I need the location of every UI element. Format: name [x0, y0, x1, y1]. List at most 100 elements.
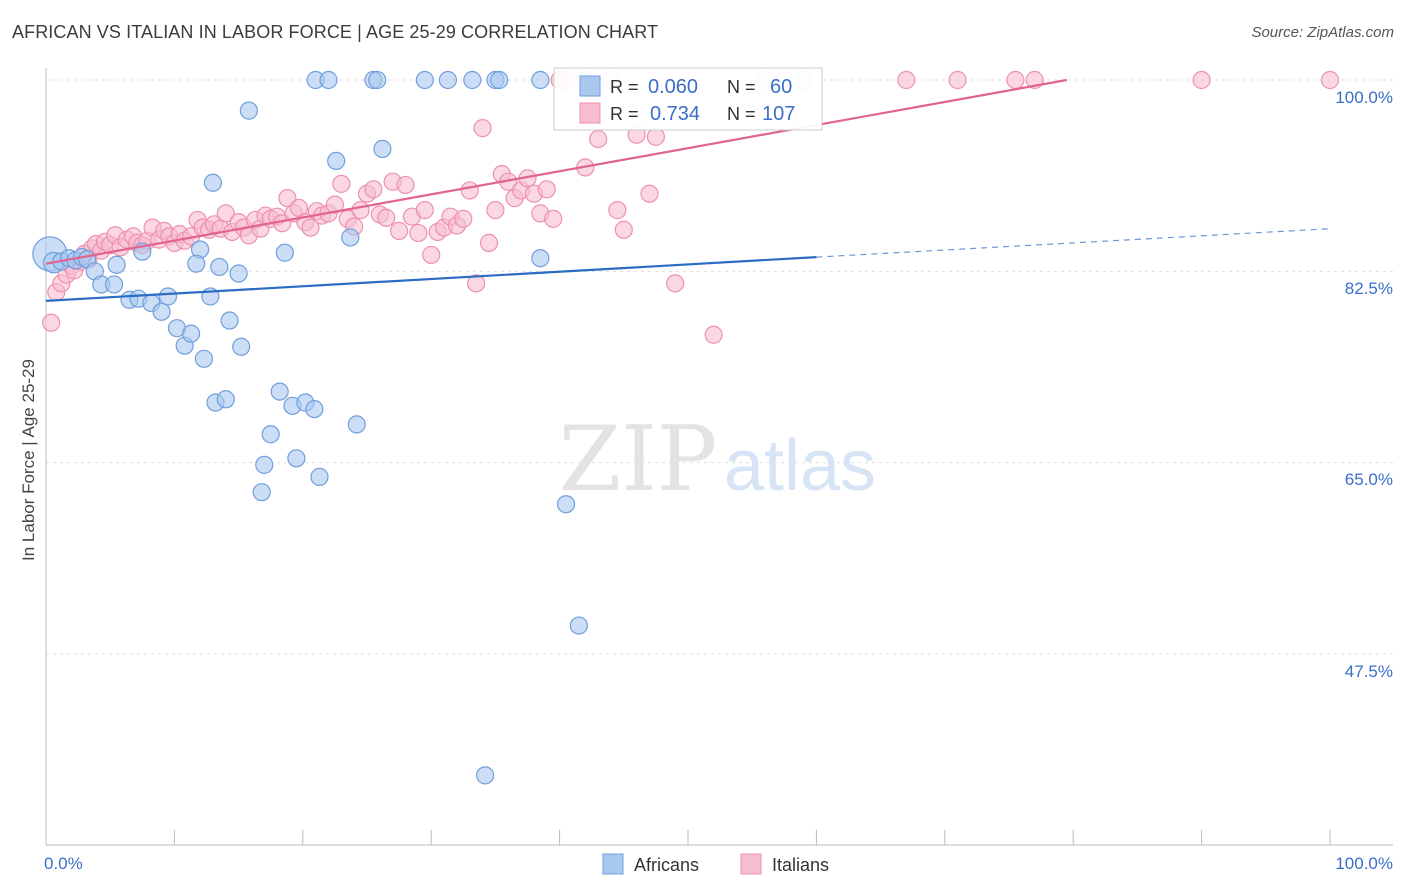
point-italians [42, 313, 61, 332]
point-italians [216, 204, 235, 223]
legend-bottom-label-italians: Italians [772, 855, 829, 875]
point-italians [1006, 70, 1025, 90]
point-africans [252, 483, 271, 502]
point-africans [104, 275, 124, 294]
trendline-africans [45, 256, 817, 302]
point-africans [203, 173, 223, 192]
point-italians [396, 175, 415, 195]
label-layer: 47.5% 65.0% 82.5% 100.0% 0.0% 100.0% In Labor … [19, 88, 1393, 873]
legend-n-label-africans: N = [727, 77, 756, 97]
point-africans [210, 257, 229, 277]
legend-r-value-africans: 0.060 [648, 76, 698, 98]
point-africans [415, 70, 434, 90]
point-africans [229, 264, 248, 283]
point-africans [107, 255, 126, 274]
trendline-africans-extension [816, 228, 1331, 258]
point-africans [531, 70, 550, 90]
y-tick-label: 65.0% [1345, 470, 1393, 489]
legend-n-value-italians: 107 [762, 103, 795, 125]
point-africans [531, 249, 550, 268]
legend-r-label-italians: R = [610, 104, 639, 124]
point-italians [325, 195, 344, 214]
point-italians [454, 209, 473, 228]
point-africans [232, 337, 251, 356]
point-africans [373, 139, 392, 158]
point-italians [377, 208, 396, 227]
point-africans [220, 311, 239, 330]
point-africans [438, 70, 457, 90]
point-africans [261, 425, 280, 444]
point-italians [666, 274, 685, 293]
point-italians [537, 180, 556, 199]
point-italians [704, 325, 723, 344]
point-africans [347, 415, 366, 434]
point-africans [310, 467, 329, 486]
y-tick-label: 82.5% [1345, 279, 1393, 298]
legend-bottom: Africans Italians [602, 853, 829, 875]
trendline-italians [45, 78, 1067, 265]
point-italians [409, 223, 428, 243]
point-africans [556, 495, 576, 514]
point-africans [305, 399, 324, 419]
legend-n-value-africans: 60 [770, 76, 792, 98]
watermark-zip: ZIP [559, 407, 718, 512]
point-africans [255, 455, 274, 474]
point-italians [332, 174, 351, 193]
point-africans [216, 390, 235, 409]
legend-r-value-italians: 0.734 [650, 103, 700, 125]
watermark: ZIP atlas [559, 407, 876, 512]
point-italians [1320, 70, 1340, 90]
point-africans [287, 449, 306, 468]
point-africans [158, 287, 178, 306]
point-italians [948, 70, 967, 90]
trend-layer [45, 78, 1331, 302]
grid-layer [46, 79, 1393, 655]
point-italians [415, 201, 434, 220]
point-italians [640, 184, 659, 203]
point-italians [473, 119, 492, 138]
legend-bottom-label-africans: Africans [634, 855, 699, 875]
point-africans [368, 70, 387, 90]
legend-box: R = 0.060 N = 60 R = 0.734 N = 107 [553, 67, 823, 131]
point-italians [390, 221, 409, 240]
point-africans [270, 382, 289, 401]
x-tick-label: 100.0% [1335, 854, 1393, 873]
point-africans [187, 254, 206, 273]
point-italians [646, 127, 666, 146]
y-tick-label: 47.5% [1345, 662, 1393, 681]
x-tick-label: 0.0% [44, 854, 83, 873]
point-africans [275, 243, 294, 262]
point-africans [463, 70, 482, 90]
point-africans [239, 101, 258, 120]
point-italians [614, 220, 633, 239]
y-axis-title: In Labor Force | Age 25-29 [19, 359, 38, 561]
point-italians [301, 218, 320, 237]
point-italians [486, 201, 505, 220]
point-africans [490, 70, 509, 90]
point-italians [351, 201, 370, 220]
legend-swatch-italians [579, 102, 601, 124]
point-italians [467, 274, 486, 293]
point-africans [319, 70, 338, 90]
point-italians [589, 129, 608, 149]
point-italians [608, 201, 627, 220]
point-africans [476, 766, 495, 785]
point-africans [341, 228, 360, 247]
point-africans [181, 324, 201, 343]
legend-swatch-africans [579, 75, 601, 97]
axis-layer [45, 68, 1393, 846]
point-italians [479, 233, 499, 253]
legend-r-label-africans: R = [610, 77, 639, 97]
point-africans [194, 349, 214, 368]
legend-bottom-swatch-italians [740, 853, 762, 875]
point-africans [327, 151, 346, 171]
point-italians [364, 180, 383, 199]
point-italians [278, 188, 297, 208]
point-africans [569, 616, 588, 635]
y-tick-label: 100.0% [1335, 88, 1393, 107]
point-italians [897, 70, 916, 90]
legend-bottom-swatch-africans [602, 853, 624, 875]
chart-title: AFRICAN VS ITALIAN IN LABOR FORCE | AGE … [12, 22, 659, 42]
point-italians [1192, 70, 1211, 90]
